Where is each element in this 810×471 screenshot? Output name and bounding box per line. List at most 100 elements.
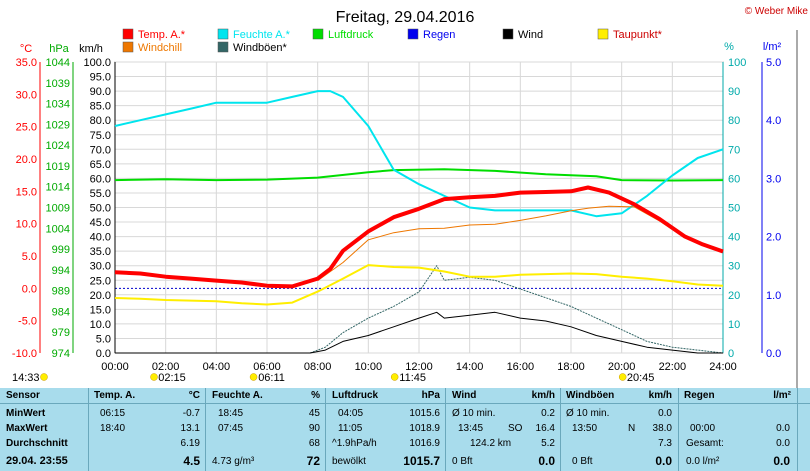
humidity-unit-label: %: [724, 41, 734, 53]
hum-abs: 4.73 g/m³: [212, 456, 255, 467]
windchill-series: [317, 205, 724, 282]
humidity-tick-label: 60: [728, 173, 740, 185]
pressure-tick-label: 989: [52, 286, 70, 298]
x-tick-label: 18:00: [557, 361, 585, 373]
pressure-tick-label: 1044: [46, 57, 70, 69]
x-tick-label: 22:00: [659, 361, 687, 373]
press-trend: ^1.9hPa/h: [332, 438, 377, 449]
temp-tick-label: 15.0: [16, 186, 37, 198]
wind-tick-label: 15.0: [90, 304, 111, 316]
legend-label: Regen: [423, 29, 455, 41]
chart-legend: Temp. A.* Feuchte A.* Luftdruck Regen Wind Ta…: [122, 28, 663, 54]
legend-swatch: [597, 28, 609, 40]
legend-swatch: [217, 41, 229, 53]
gust-row1-label: Ø 10 min.: [566, 408, 610, 419]
x-tick-label: 10:00: [355, 361, 383, 373]
watermark: © Weber Mike: [745, 6, 809, 17]
x-tick-label: 00:00: [101, 361, 129, 373]
wind-tick-label: 30.0: [90, 261, 111, 273]
wind-unit-label: km/h: [79, 43, 103, 55]
rain-tick-label: 4.0: [766, 115, 781, 127]
header-temp: Temp. A.: [94, 390, 136, 401]
header-temp-unit: °C: [188, 390, 200, 401]
wind-row1-val: 0.2: [541, 408, 555, 419]
x-tick-label: 24:00: [709, 361, 737, 373]
pressure-tick-label: 1039: [46, 78, 70, 90]
wind-row2-val: 16.4: [535, 423, 555, 434]
temp-max: 13.1: [180, 423, 200, 434]
weather-chart: Freitag, 29.04.2016 © Weber Mike °C hPa …: [11, 6, 809, 388]
x-tick-label: 16:00: [507, 361, 535, 373]
header-gust-unit: km/h: [648, 390, 672, 401]
sun-marker-icon: [249, 373, 258, 381]
wind-tick-label: 100.0: [83, 57, 111, 69]
wind-tick-label: 95.0: [90, 72, 111, 84]
header-press: Luftdruck: [332, 390, 379, 401]
sun-marker-icon: [390, 373, 399, 381]
hum-avg: 68: [308, 438, 320, 449]
legend-swatch: [122, 41, 134, 53]
rain-row4-val: 0.0: [773, 454, 790, 468]
wind-row3-label: 124.2 km: [470, 438, 512, 449]
wind-row2-dir: SO: [508, 423, 523, 434]
grid: [114, 61, 724, 354]
time-marker-label: 11:45: [399, 372, 426, 384]
wind-tick-label: 80.0: [90, 115, 111, 127]
press-max: 1018.9: [409, 423, 440, 434]
x-tick-label: 06:00: [253, 361, 281, 373]
temp-min-time: 06:15: [100, 408, 126, 419]
rain-unit-label: l/m²: [763, 41, 782, 53]
header-hum-unit: %: [311, 390, 320, 401]
wind-tick-label: 10.0: [90, 319, 111, 331]
pressure-tick-label: 999: [52, 244, 70, 256]
press-min-time: 04:05: [338, 408, 364, 419]
temp-tick-label: 30.0: [16, 89, 37, 101]
press-max-time: 11:05: [338, 423, 363, 434]
wind-tick-label: 70.0: [90, 144, 111, 156]
wind-tick-label: 20.0: [90, 290, 111, 302]
gust-row2-time: 13:50: [572, 423, 598, 434]
temp-avg: 6.19: [180, 438, 200, 449]
temp-tick-label: 20.0: [16, 154, 37, 166]
pressure-tick-label: 979: [52, 327, 70, 339]
wind-tick-label: 75.0: [90, 130, 111, 142]
header-wind: Wind: [452, 390, 477, 401]
gust-row2-dir: N: [628, 423, 636, 434]
press-forecast: bewölkt: [332, 456, 366, 467]
wind-tick-label: 55.0: [90, 188, 111, 200]
axes: 35.0 30.0 25.0 20.0 15.0 10.0 5.0 0.0 -5.0 -10.0 1…: [12, 57, 781, 373]
press-current: 1015.7: [403, 454, 440, 468]
humidity-tick-label: 0: [728, 348, 734, 360]
legend-label: Feuchte A.*: [233, 29, 291, 41]
legend-swatch: [502, 28, 514, 40]
time-marker-label: 14:33: [12, 372, 40, 384]
wind-tick-label: 65.0: [90, 159, 111, 171]
pressure-tick-label: 1029: [46, 119, 70, 131]
series-layer: [114, 90, 724, 354]
pressure-tick-label: 1004: [46, 223, 70, 235]
legend-label: Windböen*: [233, 42, 288, 54]
pressure-series: [114, 168, 724, 182]
row-label-current: 29.04. 23:55: [6, 455, 68, 467]
temp-tick-label: -5.0: [18, 316, 37, 328]
legend-swatch: [122, 28, 134, 40]
rain-row2-time: 00:00: [690, 423, 716, 434]
wind-tick-label: 35.0: [90, 246, 111, 258]
hum-min-time: 18:45: [218, 408, 244, 419]
row-label-max: MaxWert: [6, 423, 48, 434]
header-press-unit: hPa: [421, 390, 440, 401]
wind-tick-label: 45.0: [90, 217, 111, 229]
pressure-tick-label: 1034: [46, 99, 70, 111]
press-min: 1015.6: [409, 408, 440, 419]
pressure-unit-label: hPa: [49, 43, 69, 55]
gust-row3-val: 7.3: [658, 438, 672, 449]
gust-row2-val: 38.0: [652, 423, 672, 434]
wind-row4-label: 0 Bft: [452, 456, 473, 467]
humidity-tick-label: 20: [728, 290, 740, 302]
humidity-tick-label: 10: [728, 319, 740, 331]
x-tick-label: 08:00: [304, 361, 332, 373]
temp-tick-label: 0.0: [22, 283, 37, 295]
rain-tick-label: 3.0: [766, 173, 781, 185]
legend-label: Wind: [518, 29, 543, 41]
gust-row4-label: 0 Bft: [572, 456, 593, 467]
